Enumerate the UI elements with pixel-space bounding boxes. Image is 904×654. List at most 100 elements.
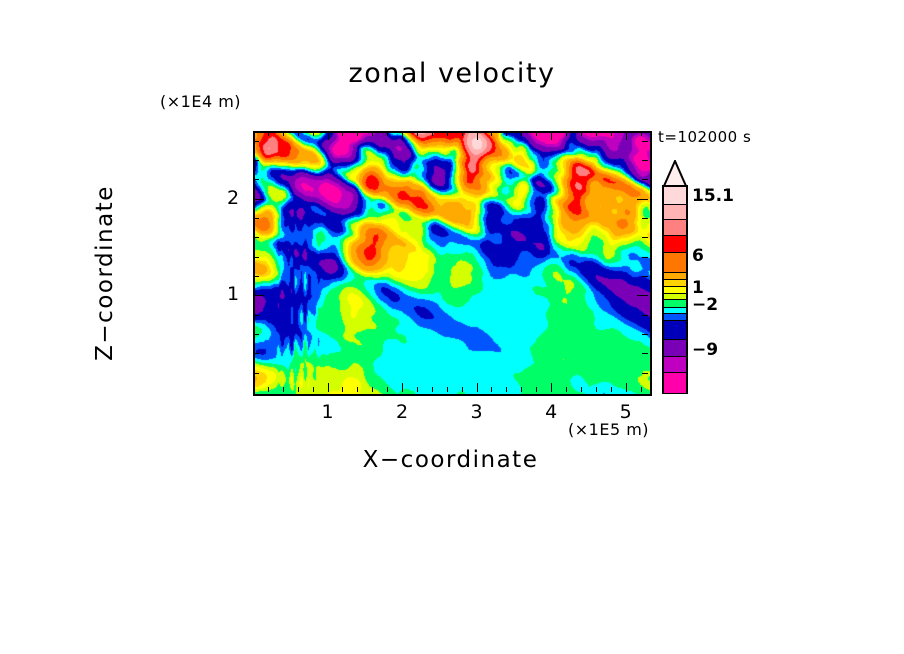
- colorbar-band: [664, 251, 686, 273]
- x-tick-major-top: [625, 131, 627, 140]
- x-tick-major-top: [551, 131, 553, 140]
- x-axis-title: X−coordinate: [362, 447, 539, 473]
- x-tick-label: 1: [321, 401, 334, 423]
- x-tick-minor: [297, 387, 299, 392]
- x-tick-minor-top: [312, 131, 314, 136]
- x-tick-minor: [282, 387, 284, 392]
- y-tick-major-right: [637, 198, 648, 200]
- x-tick-minor: [610, 387, 612, 392]
- x-tick-major: [476, 383, 478, 392]
- x-tick-minor-top: [610, 131, 612, 136]
- x-tick-label: 3: [470, 401, 483, 423]
- x-tick-major: [625, 383, 627, 392]
- y-tick-minor: [253, 372, 259, 374]
- y-tick-minor-right: [642, 314, 648, 316]
- x-tick-major-top: [402, 131, 404, 140]
- y-tick-minor: [253, 276, 259, 277]
- x-tick-minor: [416, 387, 418, 392]
- y-tick-minor: [253, 140, 259, 142]
- x-tick-minor-top: [357, 131, 359, 136]
- x-tick-minor-top: [491, 131, 493, 136]
- x-tick-minor-top: [536, 131, 538, 136]
- colorbar-tick-label: −9: [692, 340, 719, 360]
- x-tick-minor-top: [506, 131, 508, 136]
- x-tick-major-top: [476, 131, 478, 140]
- page-title: zonal velocity: [348, 58, 556, 89]
- x-tick-minor-top: [595, 131, 597, 136]
- y-axis-unit-label: (×1E4 m): [160, 92, 242, 111]
- y-tick-major: [253, 198, 264, 200]
- y-tick-minor: [253, 179, 259, 181]
- time-annotation: t=102000 s: [658, 128, 752, 146]
- x-tick-minor: [461, 387, 463, 392]
- y-tick-minor-right: [642, 334, 648, 335]
- x-tick-major: [327, 383, 329, 392]
- colorbar-tick-label: 15.1: [692, 186, 734, 206]
- x-tick-minor: [580, 387, 582, 392]
- x-tick-minor: [387, 387, 389, 392]
- x-tick-minor-top: [387, 131, 389, 136]
- x-tick-major-top: [327, 131, 329, 140]
- colorbar-tick-label: 6: [692, 246, 704, 266]
- colorbar-band: [664, 278, 686, 287]
- x-tick-minor: [446, 387, 448, 392]
- x-tick-minor-top: [267, 131, 269, 136]
- x-tick-minor: [595, 387, 597, 392]
- x-tick-minor: [536, 387, 538, 392]
- y-tick-minor-right: [642, 218, 648, 219]
- colorbar-band: [664, 285, 686, 294]
- y-tick-minor: [253, 160, 259, 161]
- x-tick-minor-top: [566, 131, 568, 136]
- colorbar-tick-label: −2: [692, 295, 719, 315]
- colorbar-band: [664, 307, 686, 315]
- velocity-field-heatmap: [255, 133, 650, 394]
- colorbar-band: [664, 292, 686, 301]
- x-tick-label: 4: [545, 401, 558, 423]
- x-tick-minor: [267, 387, 269, 392]
- colorbar-tick-label: 1: [692, 278, 704, 298]
- x-tick-minor: [372, 387, 374, 392]
- y-tick-minor-right: [642, 276, 648, 277]
- x-tick-major: [551, 383, 553, 392]
- x-tick-minor: [491, 387, 493, 392]
- x-tick-major: [402, 383, 404, 392]
- x-tick-label: 5: [619, 401, 632, 423]
- y-axis-title: Z−coordinate: [92, 185, 118, 361]
- y-tick-minor-right: [642, 140, 648, 142]
- y-tick-major-right: [637, 295, 648, 297]
- x-tick-minor-top: [416, 131, 418, 136]
- colorbar-extend-arrow: [662, 160, 688, 187]
- x-tick-minor: [312, 387, 314, 392]
- y-tick-minor: [253, 218, 259, 219]
- colorbar[interactable]: [662, 185, 688, 394]
- x-axis-unit-label: (×1E5 m): [568, 420, 650, 439]
- y-tick-label: 2: [226, 186, 240, 209]
- x-tick-minor-top: [521, 131, 523, 136]
- x-tick-minor: [521, 387, 523, 392]
- colorbar-band: [664, 339, 686, 357]
- y-tick-minor-right: [642, 237, 648, 239]
- y-tick-minor-right: [642, 353, 648, 355]
- x-tick-minor-top: [282, 131, 284, 136]
- y-tick-minor-right: [642, 160, 648, 161]
- x-tick-minor-top: [461, 131, 463, 136]
- x-tick-minor: [566, 387, 568, 392]
- x-tick-label: 2: [396, 401, 409, 423]
- x-tick-minor-top: [431, 131, 433, 136]
- x-tick-minor-top: [580, 131, 582, 136]
- x-tick-minor-top: [446, 131, 448, 136]
- y-tick-minor-right: [642, 372, 648, 374]
- colorbar-band: [664, 218, 686, 236]
- x-tick-minor-top: [297, 131, 299, 136]
- y-tick-minor: [253, 256, 259, 258]
- colorbar-band: [664, 355, 686, 374]
- colorbar-band: [664, 299, 686, 309]
- x-tick-minor: [357, 387, 359, 392]
- x-tick-minor: [431, 387, 433, 392]
- x-tick-minor: [506, 387, 508, 392]
- colorbar-band: [664, 234, 686, 253]
- y-tick-major: [253, 295, 264, 297]
- colorbar-band: [664, 319, 686, 341]
- contour-plot-area[interactable]: [253, 131, 652, 396]
